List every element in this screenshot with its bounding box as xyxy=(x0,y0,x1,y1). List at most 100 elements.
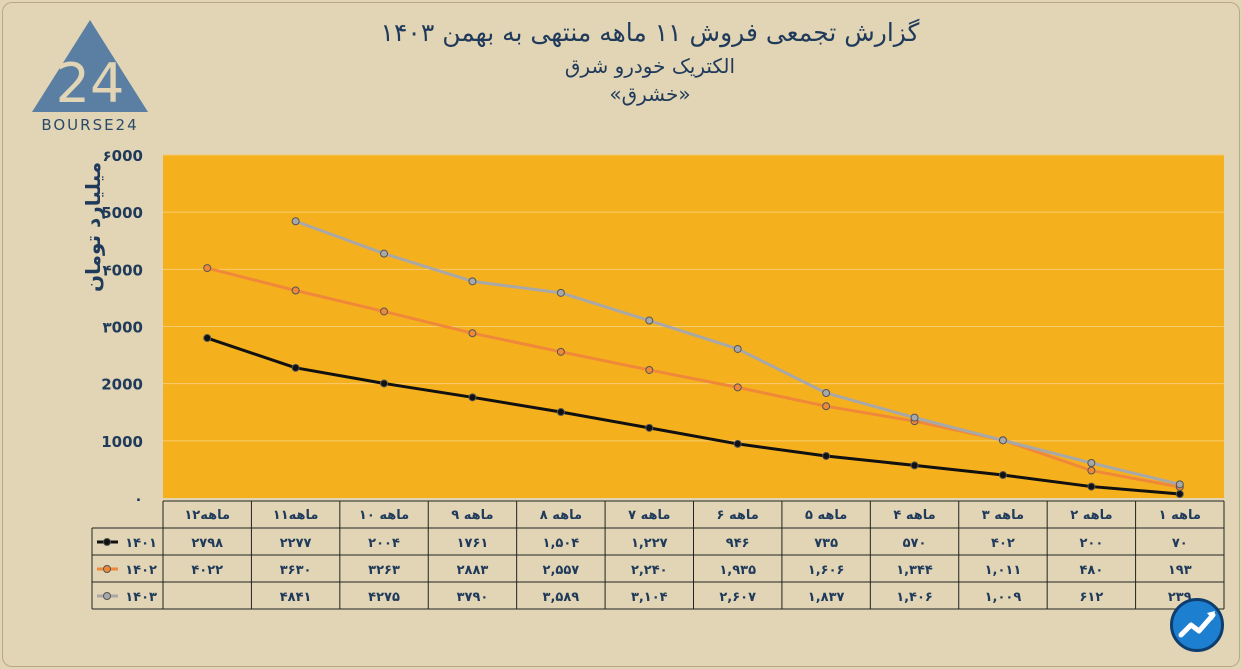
data-table-cell: ۶۱۲ xyxy=(1079,590,1103,605)
data-table-cell: ۲,۶۰۷ xyxy=(719,590,756,605)
data-table-cell: ۴۰۲ xyxy=(991,536,1015,551)
data-table-cell: ۳,۱۰۴ xyxy=(631,590,668,605)
data-point xyxy=(1087,459,1096,468)
data-table-cell: ۴۸۰ xyxy=(1079,563,1103,578)
x-tick-label: ۱۲ماهه xyxy=(184,508,230,523)
data-point xyxy=(556,288,565,297)
data-table-cell: ۵۷۰ xyxy=(903,536,927,551)
y-tick-label: ۶000 xyxy=(103,147,143,165)
data-point xyxy=(910,461,919,470)
chart-header: گزارش تجمعی فروش ۱۱ ماهه منتهی به بهمن ۱… xyxy=(200,14,1100,108)
trend-logo-icon xyxy=(1170,598,1224,652)
data-point xyxy=(380,249,389,258)
data-point xyxy=(645,365,654,374)
data-point xyxy=(822,388,831,397)
legend-label-0: ۱۴۰۱ xyxy=(125,536,157,551)
legend-label-1: ۱۴۰۲ xyxy=(125,563,157,578)
series-line-0 xyxy=(206,336,1180,496)
data-point xyxy=(998,471,1007,480)
y-tick-label: 5000 xyxy=(101,204,143,222)
data-point xyxy=(203,334,212,343)
data-point xyxy=(645,423,654,432)
y-tick-label: ۳000 xyxy=(103,319,143,337)
data-table-cell: ۳۶۳۰ xyxy=(280,563,312,578)
data-point xyxy=(910,413,919,422)
x-tick-label: ۴ ماهه xyxy=(893,508,935,523)
data-table-cell: ۱,۲۲۷ xyxy=(631,536,668,551)
data-table-cell: ۱۷۶۱ xyxy=(457,536,489,551)
data-table-cell: ۲,۲۴۰ xyxy=(631,563,668,578)
data-table-cell: ۳۷۹۰ xyxy=(457,590,489,605)
data-table-cell: ۲,۵۵۷ xyxy=(543,563,580,578)
data-table-cell: ۴۸۴۱ xyxy=(280,590,312,605)
data-point xyxy=(733,383,742,392)
data-point xyxy=(733,439,742,448)
x-tick-label: ۲ ماهه xyxy=(1070,508,1112,523)
x-tick-label: ۷ ماهه xyxy=(628,508,670,523)
x-tick-label: ۶ ماهه xyxy=(717,508,759,523)
data-table-cell: ۷۰ xyxy=(1172,536,1188,551)
data-table-cell: ۲۰۰ xyxy=(1079,536,1103,551)
data-point xyxy=(822,402,831,411)
y-tick-label: 1000 xyxy=(101,433,143,451)
data-point xyxy=(733,344,742,353)
data-table-cell: ۱,۹۳۵ xyxy=(719,563,756,578)
x-tick-label: ۸ ماهه xyxy=(540,508,582,523)
x-tick-label: ۳ ماهه xyxy=(982,508,1024,523)
y-tick-label: ۴000 xyxy=(103,261,143,279)
data-point xyxy=(291,363,300,372)
legend-marker-1 xyxy=(103,565,111,573)
data-table-cell: ۱,۶۰۶ xyxy=(808,563,845,578)
logo-numeral: 24 xyxy=(56,52,125,115)
chart-title: گزارش تجمعی فروش ۱۱ ماهه منتهی به بهمن ۱… xyxy=(380,18,920,47)
data-table-cell: ۱,۰۰۹ xyxy=(985,590,1022,605)
data-point xyxy=(998,436,1007,445)
data-point xyxy=(468,329,477,338)
data-table-cell: ۲۰۰۴ xyxy=(368,536,400,551)
x-tick-label: ۹ ماهه xyxy=(451,508,493,523)
data-point xyxy=(203,264,212,273)
x-tick-label: ۱۰ ماهه xyxy=(359,508,409,523)
data-point xyxy=(380,307,389,316)
data-table-cell: ۳۲۶۳ xyxy=(368,563,400,578)
data-point xyxy=(1087,466,1096,475)
data-table-cell: ۱,۵۰۴ xyxy=(543,536,580,551)
data-table-cell: ۱,۴۰۶ xyxy=(896,590,933,605)
data-point xyxy=(1087,482,1096,491)
data-point xyxy=(645,316,654,325)
data-point xyxy=(291,217,300,226)
data-point xyxy=(468,277,477,286)
data-point xyxy=(380,379,389,388)
data-table-cell: ۱۹۳ xyxy=(1168,563,1192,578)
legend-label-2: ۱۴۰۳ xyxy=(125,590,157,605)
data-table-cell: ۷۳۵ xyxy=(814,536,838,551)
legend-marker-0 xyxy=(103,538,111,546)
data-table-cell: ۹۴۶ xyxy=(726,536,750,551)
data-point xyxy=(556,347,565,356)
legend-marker-2 xyxy=(103,592,111,600)
data-table-cell: ۱,۰۱۱ xyxy=(985,563,1022,578)
chart-symbol: «خشرق» xyxy=(609,82,691,106)
x-tick-label: ۱۱ماهه xyxy=(273,508,319,523)
data-point xyxy=(1175,480,1184,489)
data-table-cell: ۲۷۹۸ xyxy=(191,536,223,551)
data-point xyxy=(556,408,565,417)
data-table-cell: ۴۲۷۵ xyxy=(368,590,400,605)
data-point xyxy=(468,393,477,402)
data-table-cell: ۲۸۸۳ xyxy=(457,563,489,578)
data-table-cell: ۱,۸۳۷ xyxy=(808,590,845,605)
x-tick-label: ۱ ماهه xyxy=(1159,508,1201,523)
data-point xyxy=(822,451,831,460)
x-tick-label: ۵ ماهه xyxy=(805,508,847,523)
logo-text: BOURSE24 xyxy=(41,116,139,134)
y-tick-label: 2000 xyxy=(101,376,143,394)
data-table-cell: ۳,۵۸۹ xyxy=(543,590,580,605)
bourse24-logo: 24 xyxy=(32,20,148,115)
y-tick-label: ۰ xyxy=(134,490,143,508)
data-table-cell: ۲۲۷۷ xyxy=(280,536,312,551)
data-point xyxy=(291,286,300,295)
chart-subtitle: الکتریک خودرو شرق xyxy=(564,54,736,78)
data-table-cell: ۱,۳۴۴ xyxy=(896,563,933,578)
data-point xyxy=(1175,489,1184,498)
